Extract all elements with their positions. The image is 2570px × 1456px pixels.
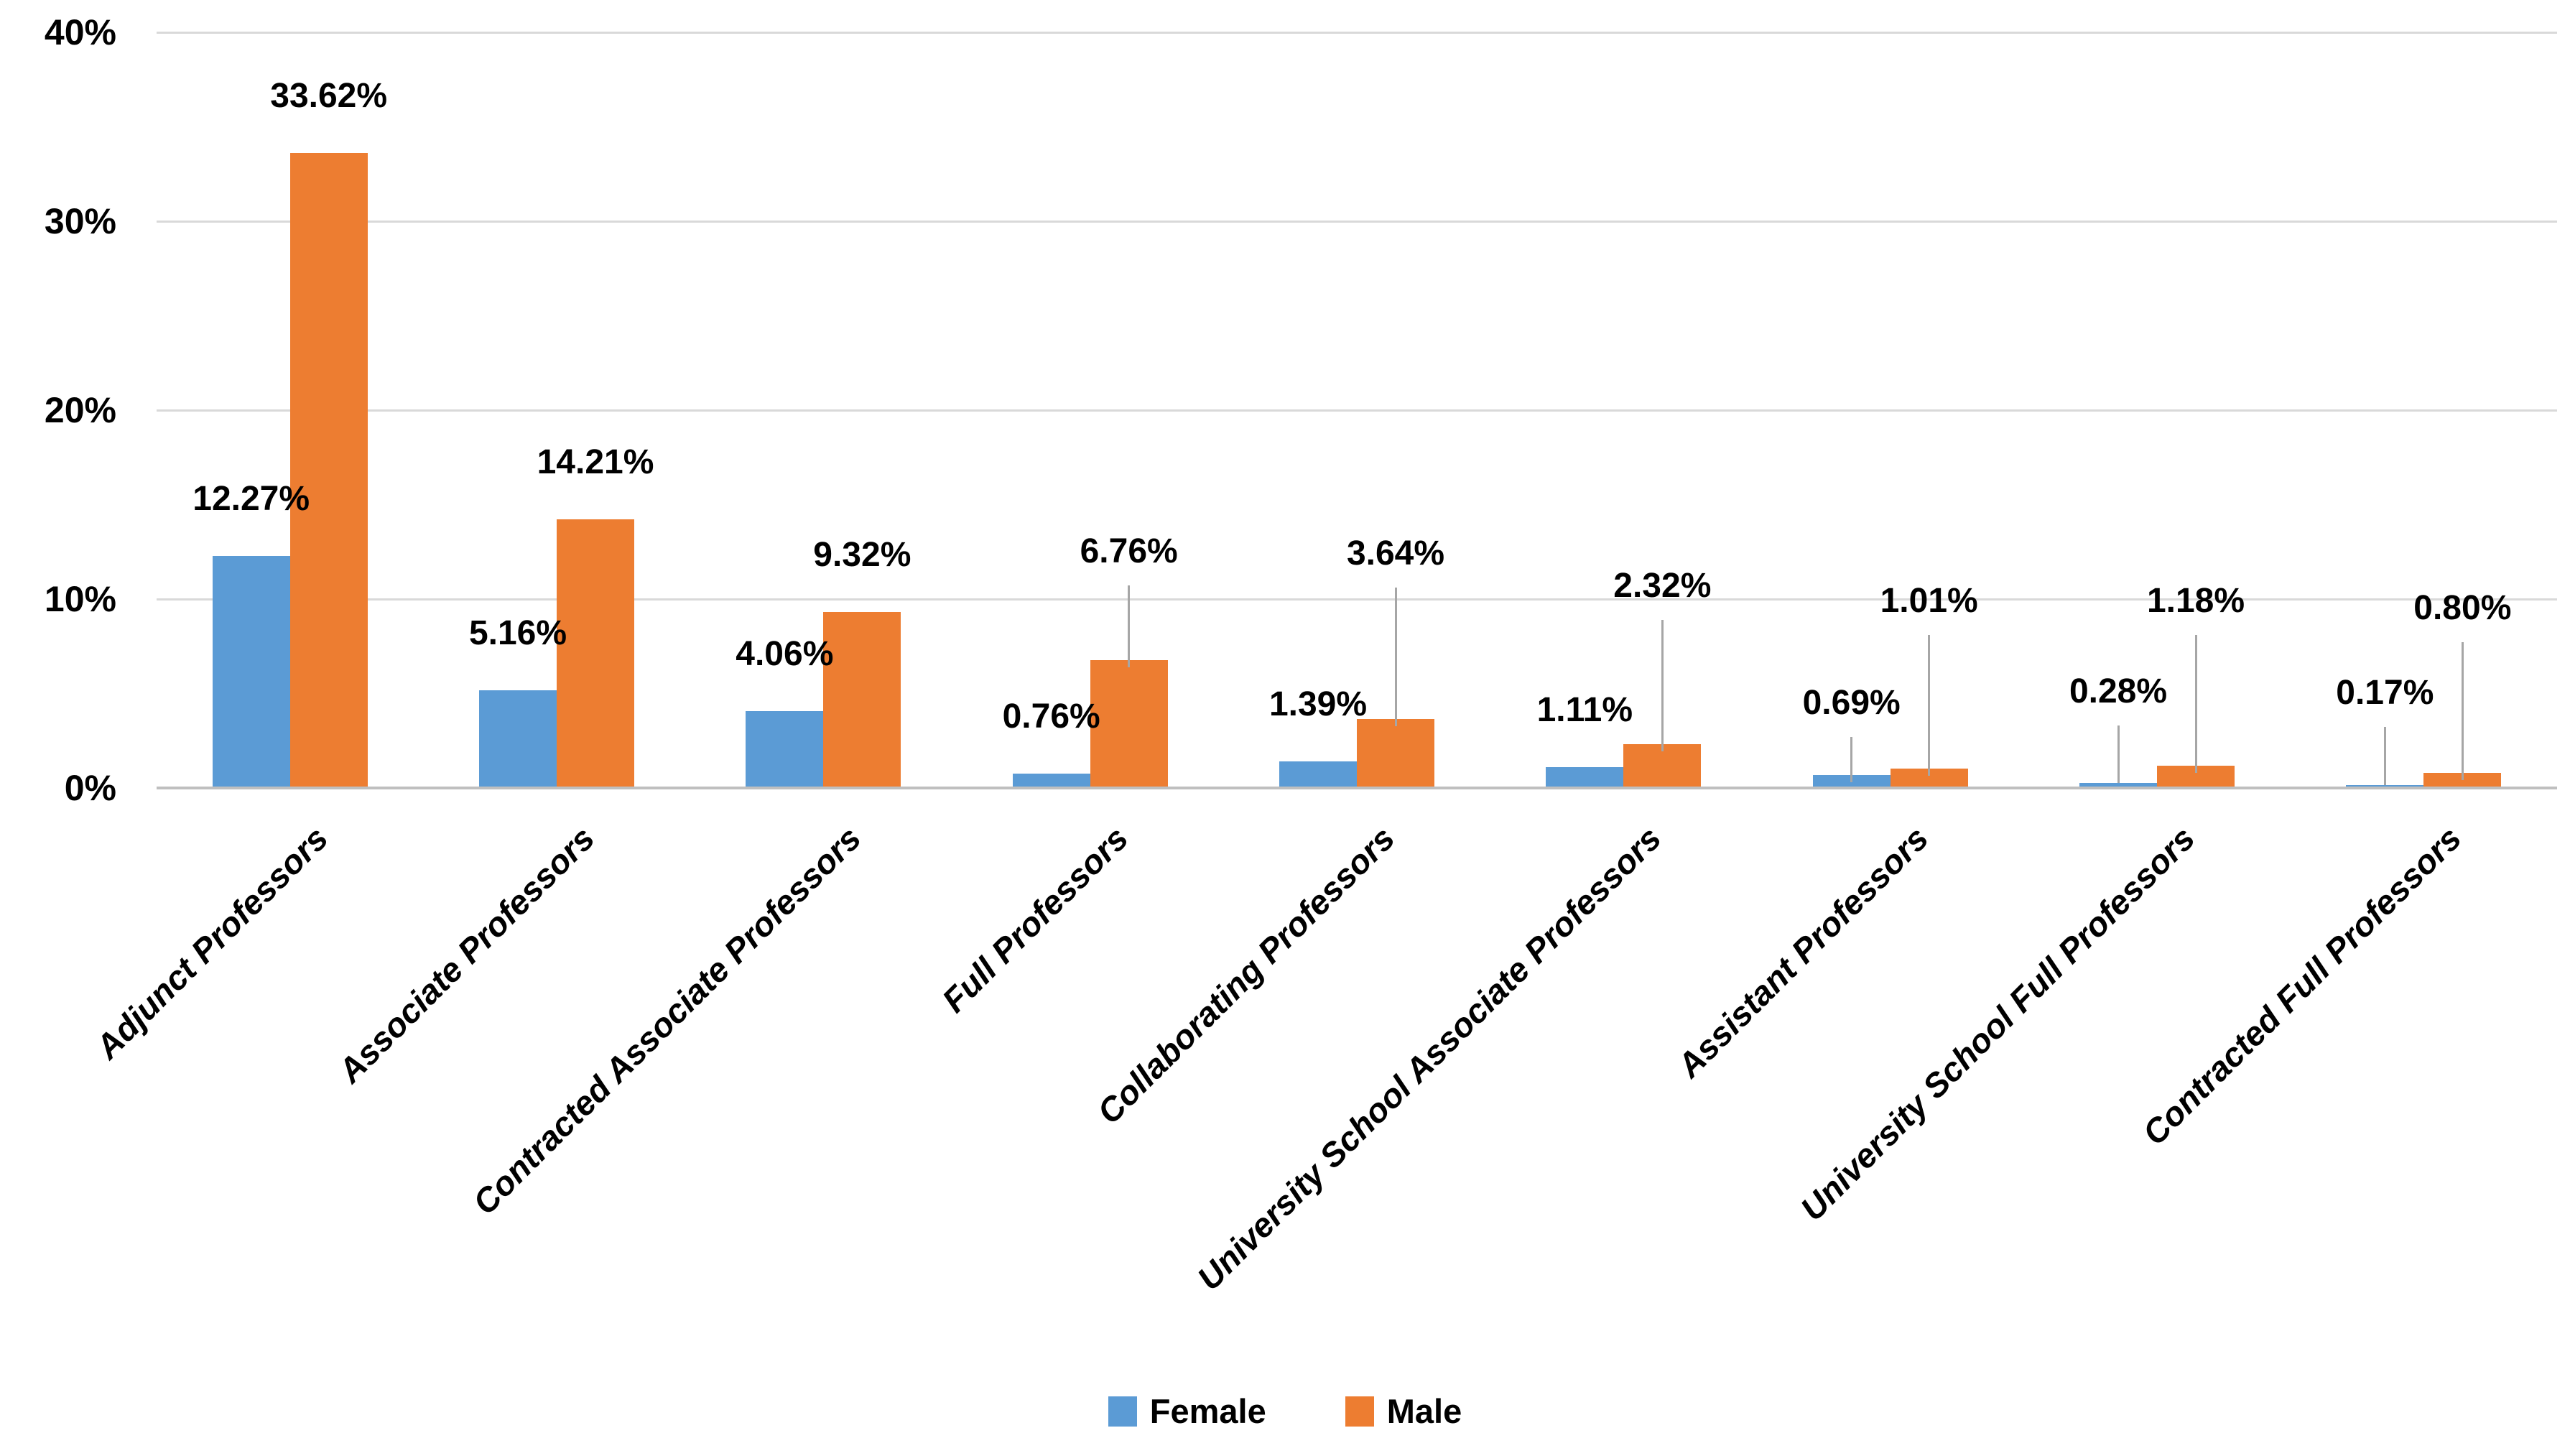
- leader-line: [2383, 727, 2386, 785]
- male-bar: [1357, 719, 1434, 788]
- female-data-label: 0.76%: [1002, 697, 1100, 736]
- male-bar: [289, 152, 368, 788]
- category-label: Contracted Full Professors: [2135, 819, 2469, 1153]
- legend-swatch-male: [1345, 1396, 1374, 1427]
- female-data-label: 12.27%: [192, 480, 310, 519]
- category-label: Collaborating Professors: [1089, 819, 1402, 1131]
- female-bar: [212, 556, 290, 788]
- y-tick-label: 0%: [64, 768, 116, 808]
- category-label: Contracted Associate Professors: [465, 819, 868, 1222]
- female-data-label: 4.06%: [736, 635, 834, 674]
- category-label: University School Full Professors: [1793, 819, 2202, 1228]
- male-data-label: 14.21%: [537, 443, 654, 482]
- category-label: Assistant Professors: [1669, 819, 1936, 1085]
- female-bar: [1279, 761, 1357, 788]
- female-data-label: 1.11%: [1536, 690, 1633, 729]
- male-data-label: 2.32%: [1613, 566, 1712, 605]
- female-data-label: 1.39%: [1268, 685, 1368, 724]
- male-data-label: 0.80%: [2413, 589, 2512, 628]
- male-data-label: 1.18%: [2146, 581, 2245, 620]
- y-tick-label: 10%: [44, 579, 116, 619]
- male-data-label: 3.64%: [1346, 534, 1445, 572]
- y-tick-label: 20%: [44, 390, 116, 430]
- leader-line: [1661, 619, 1664, 751]
- category-label: University School Associate Professors: [1189, 819, 1669, 1298]
- y-tick-label: 40%: [44, 12, 116, 52]
- female-bar: [746, 711, 824, 788]
- leader-line: [1928, 634, 1931, 776]
- male-bar: [2423, 772, 2502, 788]
- y-gridline: [157, 220, 2557, 223]
- female-bar: [479, 690, 557, 788]
- leader-line: [1128, 585, 1131, 668]
- y-gridline: [157, 409, 2557, 412]
- female-bar: [1012, 774, 1090, 788]
- legend-item-female: Female: [1108, 1394, 1266, 1429]
- female-data-label: 0.17%: [2336, 674, 2434, 713]
- female-data-label: 5.16%: [468, 614, 567, 653]
- leader-line: [1850, 736, 1853, 782]
- legend-label-female: Female: [1149, 1392, 1266, 1430]
- leader-line: [1394, 587, 1397, 727]
- legend-label-male: Male: [1386, 1392, 1462, 1430]
- leader-line: [2117, 725, 2120, 783]
- male-data-label: 33.62%: [270, 76, 388, 115]
- male-bar: [1623, 743, 1702, 788]
- male-data-label: 1.01%: [1880, 581, 1978, 620]
- male-data-label: 9.32%: [813, 535, 911, 574]
- legend: Female Male: [0, 1394, 2570, 1429]
- leader-line: [2461, 642, 2464, 780]
- male-data-label: 6.76%: [1080, 532, 1178, 571]
- female-data-label: 0.28%: [2069, 672, 2168, 710]
- female-bar: [2079, 782, 2157, 788]
- y-tick-label: 30%: [44, 201, 116, 241]
- x-axis-line: [157, 787, 2557, 789]
- female-bar: [2346, 784, 2424, 788]
- male-bar: [823, 611, 901, 788]
- female-data-label: 0.69%: [1802, 683, 1901, 722]
- y-gridline: [157, 31, 2557, 34]
- legend-item-male: Male: [1345, 1394, 1462, 1429]
- male-bar: [1090, 660, 1168, 788]
- category-label: Full Professors: [934, 819, 1136, 1020]
- y-gridline: [157, 598, 2557, 601]
- leader-line: [2194, 634, 2197, 773]
- female-bar: [1546, 766, 1624, 788]
- legend-swatch-female: [1108, 1396, 1137, 1427]
- male-bar: [557, 519, 634, 788]
